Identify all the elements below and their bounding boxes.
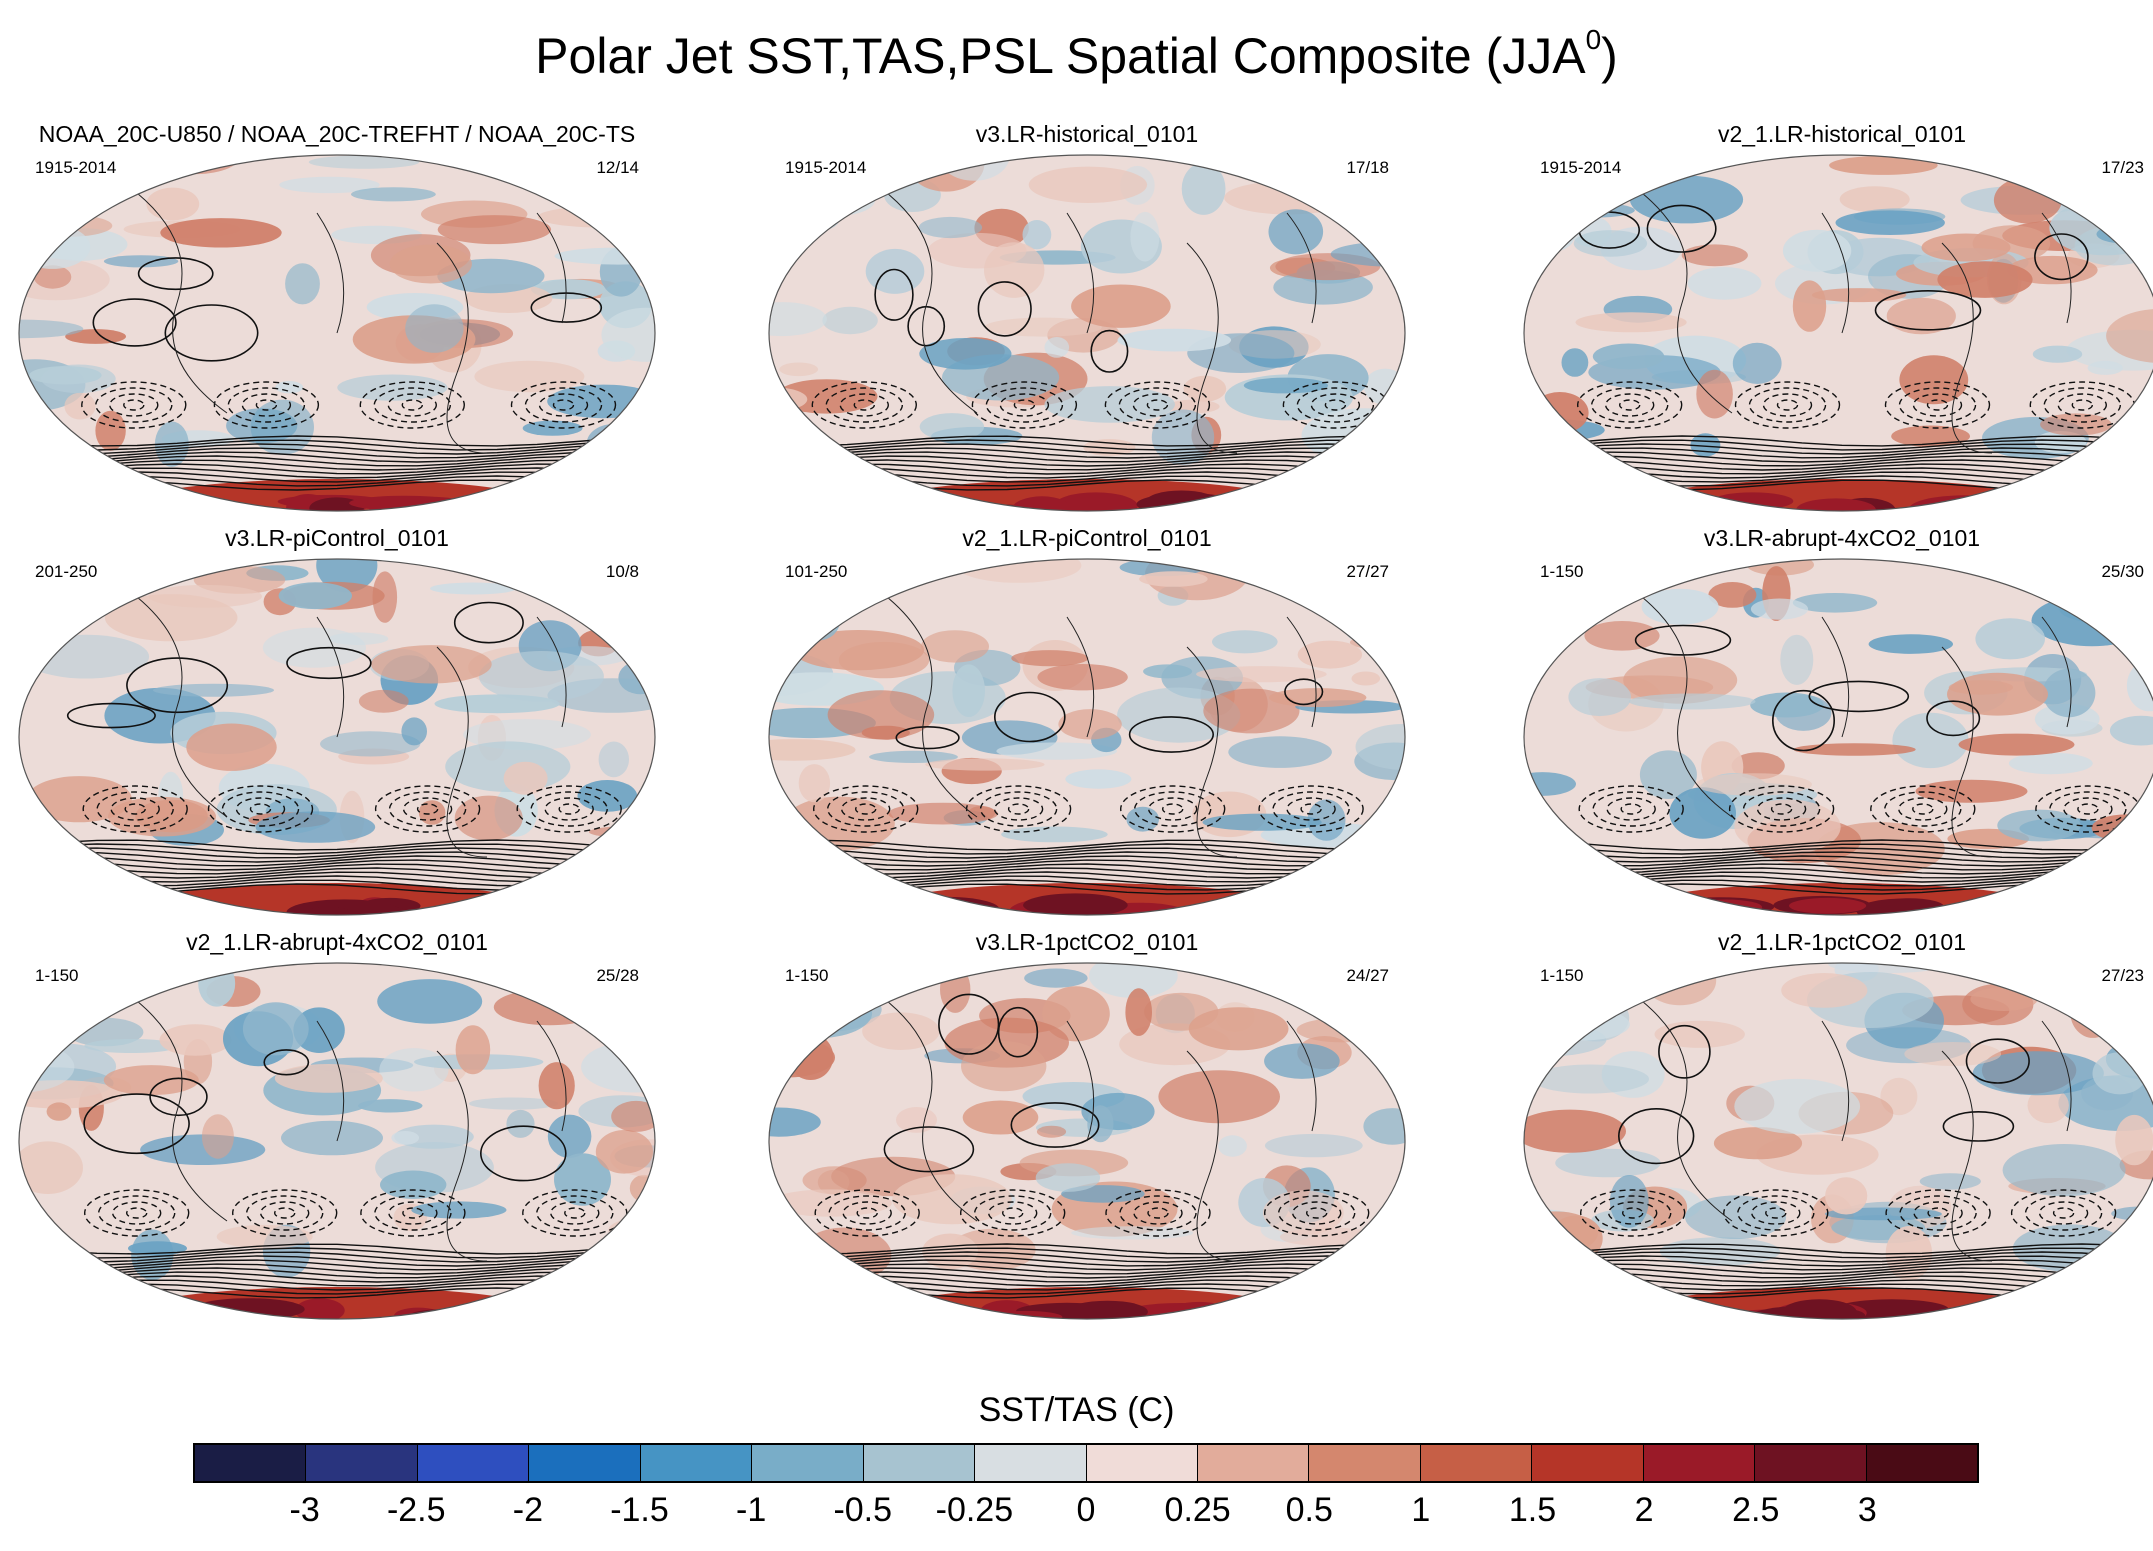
colorbar-swatch [1420,1445,1533,1481]
panel-title: v3.LR-abrupt-4xCO2_0101 [1703,525,1981,551]
colorbar-tick-label: -3 [289,1491,320,1529]
composite-map [18,558,656,916]
colorbar-swatch [1643,1445,1756,1481]
panel-title: v3.LR-historical_0101 [975,121,1199,147]
panel-title: v3.LR-1pctCO2_0101 [975,929,1199,955]
panel-title: v2_1.LR-1pctCO2_0101 [1717,929,1967,955]
colorbar-tick-label: 2 [1634,1491,1654,1529]
panel-count-label: 24/27 [1346,966,1389,985]
colorbar-title: SST/TAS (C) [978,1391,1175,1429]
composite-map [18,962,656,1320]
panel-period-label: 1-150 [1540,966,1584,985]
composite-map [1523,154,2153,512]
colorbar-tick-label: -1.5 [610,1491,669,1529]
colorbar-tick-label: -1 [736,1491,767,1529]
colorbar-swatch [752,1445,864,1481]
composite-map [18,154,656,512]
colorbar-swatch [529,1445,641,1481]
figure-title: Polar Jet SST,TAS,PSL Spatial Composite … [535,24,1618,85]
colorbar-tick-label: 1.5 [1508,1491,1557,1529]
colorbar-swatch [1532,1445,1644,1481]
colorbar-swatch [975,1445,1087,1481]
panel-title: NOAA_20C-U850 / NOAA_20C-TREFHT / NOAA_2… [38,121,636,147]
colorbar-tick-label: 3 [1857,1491,1877,1529]
colorbar-swatch [1309,1445,1421,1481]
colorbar-swatch [640,1445,753,1481]
colorbar-swatch [1755,1445,1867,1481]
panel-count-label: 17/18 [1346,158,1389,177]
colorbar [193,1443,1979,1483]
panel-count-label: 25/28 [596,966,639,985]
colorbar-tick-label: 1 [1411,1491,1431,1529]
colorbar-swatch [306,1445,418,1481]
composite-map [1523,962,2153,1320]
colorbar-tick-label: 0.5 [1285,1491,1333,1529]
colorbar-tick-label: 2.5 [1732,1491,1780,1529]
panel-count-label: 27/27 [1346,562,1389,581]
panel-period-label: 1-150 [35,966,79,985]
panel-period-label: 1-150 [1540,562,1584,581]
composite-map [768,962,1406,1320]
colorbar-tick-label: -2 [512,1491,543,1529]
panel-period-label: 101-250 [785,562,848,581]
panel-count-label: 10/8 [605,562,639,581]
panel-period-label: 1915-2014 [1540,158,1622,177]
panel-count-label: 12/14 [596,158,639,177]
colorbar-tick-label: 0 [1076,1491,1096,1529]
panel-title: v2_1.LR-piControl_0101 [962,525,1212,551]
colorbar-swatch [1866,1445,1977,1481]
composite-map [1523,558,2153,916]
colorbar-swatch [195,1445,307,1481]
figure-title-superscript: 0 [1585,24,1602,55]
panel-period-label: 201-250 [35,562,98,581]
panel-count-label: 17/23 [2101,158,2144,177]
colorbar-tick-label: -0.25 [935,1491,1014,1529]
composite-map [768,154,1406,512]
colorbar-swatch [1086,1445,1198,1481]
colorbar-tick-label: 0.25 [1164,1491,1231,1529]
colorbar-swatch [1197,1445,1310,1481]
panel-count-label: 27/23 [2101,966,2144,985]
panel-period-label: 1915-2014 [35,158,117,177]
colorbar-swatch [863,1445,976,1481]
panel-title: v2_1.LR-abrupt-4xCO2_0101 [186,929,488,955]
panel-count-label: 25/30 [2101,562,2144,581]
panel-title: v2_1.LR-historical_0101 [1717,121,1967,147]
colorbar-tick-label: -0.5 [833,1491,893,1529]
panel-period-label: 1-150 [785,966,829,985]
colorbar-swatch [417,1445,530,1481]
panel-period-label: 1915-2014 [785,158,867,177]
colorbar-tick-label: -2.5 [386,1491,446,1529]
panel-title: v3.LR-piControl_0101 [225,525,449,551]
composite-map [768,558,1406,916]
